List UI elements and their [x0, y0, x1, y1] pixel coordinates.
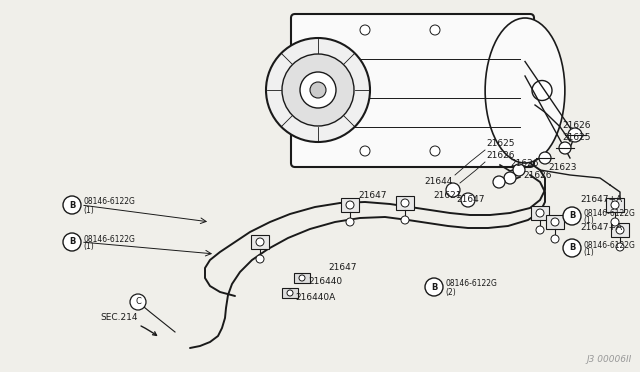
Circle shape: [401, 216, 409, 224]
Circle shape: [287, 290, 293, 296]
Text: (1): (1): [583, 248, 594, 257]
Text: 21625: 21625: [486, 138, 515, 148]
Text: B: B: [569, 212, 575, 221]
Circle shape: [563, 207, 581, 225]
Bar: [282, 288, 298, 298]
Text: 216440A: 216440A: [295, 292, 335, 301]
Circle shape: [493, 176, 505, 188]
Circle shape: [616, 226, 624, 234]
Circle shape: [611, 201, 619, 209]
Circle shape: [430, 25, 440, 35]
Circle shape: [536, 209, 544, 217]
Circle shape: [346, 201, 354, 209]
Circle shape: [446, 183, 460, 197]
Circle shape: [256, 238, 264, 246]
Text: 08146-6122G: 08146-6122G: [445, 279, 497, 289]
Text: 21647+A: 21647+A: [580, 224, 622, 232]
Circle shape: [430, 146, 440, 156]
Text: 21626: 21626: [486, 151, 515, 160]
Circle shape: [513, 164, 525, 176]
Circle shape: [461, 193, 475, 207]
Text: 21647: 21647: [328, 263, 356, 272]
Bar: [341, 198, 359, 212]
Circle shape: [346, 218, 354, 226]
Bar: [531, 206, 549, 220]
Text: 21626: 21626: [562, 121, 591, 129]
Text: 21647: 21647: [456, 196, 484, 205]
Circle shape: [63, 196, 81, 214]
Circle shape: [551, 235, 559, 243]
Text: 21626: 21626: [523, 170, 552, 180]
Text: B: B: [431, 282, 437, 292]
Text: (1): (1): [83, 205, 93, 215]
Text: 21647+A: 21647+A: [580, 196, 622, 205]
Circle shape: [504, 172, 516, 184]
Text: 08146-6122G: 08146-6122G: [83, 198, 135, 206]
Circle shape: [300, 72, 336, 108]
Text: B: B: [69, 201, 75, 209]
Text: 08146-6122G: 08146-6122G: [583, 241, 635, 250]
Circle shape: [532, 80, 552, 100]
Circle shape: [63, 233, 81, 251]
Text: 21625: 21625: [562, 134, 591, 142]
Circle shape: [310, 82, 326, 98]
Text: (2): (2): [445, 288, 456, 296]
Circle shape: [425, 278, 443, 296]
Circle shape: [360, 146, 370, 156]
FancyBboxPatch shape: [291, 14, 534, 167]
Text: (1): (1): [583, 217, 594, 225]
Circle shape: [559, 142, 571, 154]
Circle shape: [568, 128, 582, 142]
Text: 21626: 21626: [510, 158, 538, 167]
Circle shape: [299, 275, 305, 281]
Circle shape: [611, 218, 619, 226]
Bar: [294, 273, 310, 283]
Text: B: B: [569, 244, 575, 253]
Text: 08146-6122G: 08146-6122G: [583, 208, 635, 218]
Text: 21623: 21623: [548, 163, 577, 171]
Text: 21647: 21647: [358, 190, 387, 199]
Bar: [611, 223, 629, 237]
Text: SEC.214: SEC.214: [100, 313, 157, 336]
Circle shape: [266, 38, 370, 142]
Bar: [546, 215, 564, 229]
Text: 21644: 21644: [424, 177, 452, 186]
Circle shape: [563, 239, 581, 257]
Text: 216440: 216440: [308, 278, 342, 286]
Circle shape: [536, 226, 544, 234]
Text: 21621: 21621: [433, 192, 461, 201]
Circle shape: [360, 25, 370, 35]
Text: B: B: [69, 237, 75, 247]
Circle shape: [551, 218, 559, 226]
Circle shape: [539, 152, 551, 164]
Bar: [396, 196, 414, 210]
Circle shape: [401, 199, 409, 207]
Circle shape: [616, 243, 624, 251]
Circle shape: [130, 294, 146, 310]
Text: C: C: [135, 298, 141, 307]
Bar: [251, 235, 269, 249]
Text: J3 00006II: J3 00006II: [587, 355, 632, 364]
Text: 08146-6122G: 08146-6122G: [83, 234, 135, 244]
Circle shape: [256, 255, 264, 263]
Text: (1): (1): [83, 243, 93, 251]
Circle shape: [282, 54, 354, 126]
Bar: [606, 198, 624, 212]
Ellipse shape: [485, 18, 565, 163]
